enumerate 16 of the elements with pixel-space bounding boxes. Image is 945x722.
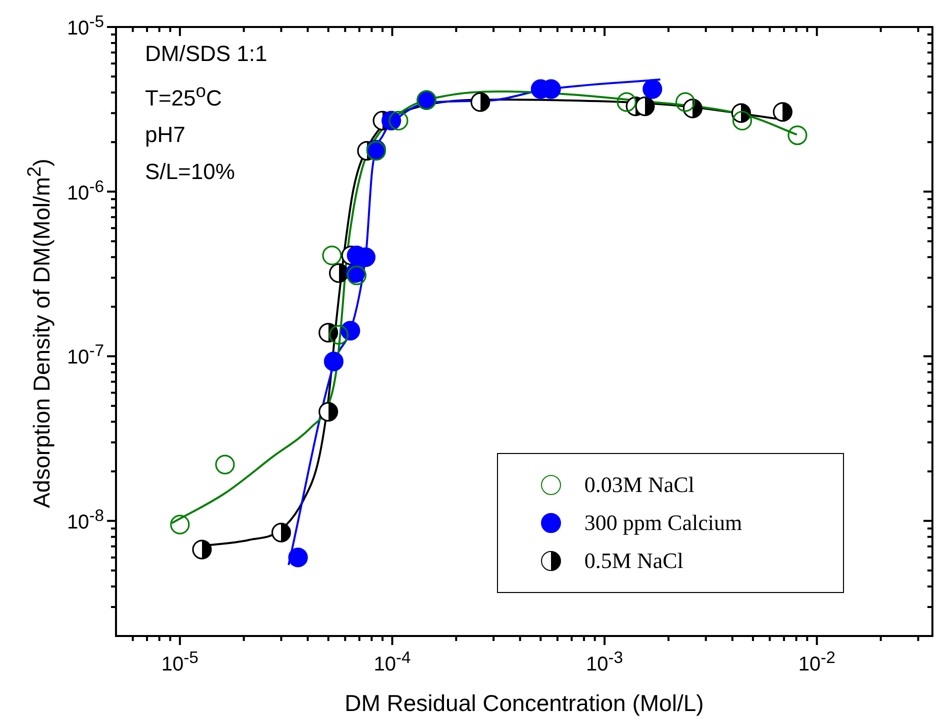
x-tick-label: 10$^{-5}$ (160, 648, 200, 677)
annotation: pH7 (145, 121, 186, 150)
y-tick-label: 10$^{-8}$ (66, 506, 104, 535)
legend-label: 300 ppm Calcium (584, 510, 742, 536)
y-tick-label: 10$^{-7}$ (66, 341, 104, 370)
x-tick-label: 10$^{-4}$ (372, 648, 412, 677)
x-tick-label: 10$^{-2}$ (797, 648, 836, 677)
x-tick-label: 10$^{-3}$ (585, 648, 624, 677)
annotation: S/L=10% (145, 158, 236, 186)
legend-label: 0.5M NaCl (584, 548, 684, 574)
y-tick-label: 10$^{-5}$ (66, 12, 104, 41)
y-tick-label: 10$^{-6}$ (66, 176, 104, 206)
annotation: T=25$^{o}$C (145, 79, 223, 112)
x-axis-title: DM Residual Concentration (Mol/L) (344, 690, 705, 717)
annotation: DM/SDS 1:1 (145, 40, 268, 68)
legend-label: 0.03M NaCl (584, 472, 694, 498)
